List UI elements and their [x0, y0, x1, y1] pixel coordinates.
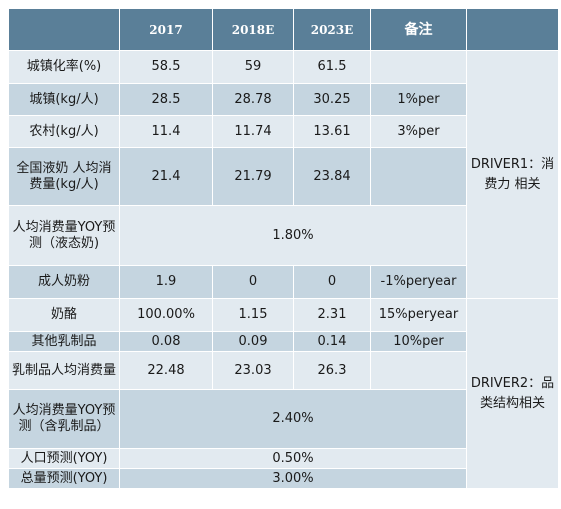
- row-label: 奶酪: [8, 298, 120, 332]
- row-label: 人均消费量YOY预测（液态奶): [8, 205, 120, 266]
- row-label: 其他乳制品: [8, 331, 120, 352]
- cell-2023e: 23.84: [293, 147, 371, 206]
- cell-2023e: 26.3: [293, 351, 371, 390]
- row-label: 全国液奶 人均消费量(kg/人): [8, 147, 120, 206]
- merged-value: 2.40%: [119, 389, 467, 449]
- cell-note: [370, 50, 467, 84]
- header-2018e: 2018E: [212, 8, 294, 51]
- table-row: 人口预测(YOY) 0.50%: [8, 448, 559, 469]
- header-blank: [8, 8, 120, 51]
- table-row: 城镇化率(%) 58.5 59 61.5 DRIVER1：消费力 相关: [8, 50, 559, 299]
- merged-value: 0.50%: [119, 448, 467, 469]
- cell-note: [370, 147, 467, 206]
- row-label: 人口预测(YOY): [8, 448, 120, 469]
- row-label: 城镇(kg/人): [8, 83, 120, 116]
- cell-2017: 1.9: [119, 265, 213, 299]
- cell-2023e: 30.25: [293, 83, 371, 116]
- cell-2017: 22.48: [119, 351, 213, 390]
- cell-2018e: 11.74: [212, 115, 294, 148]
- cell-2018e: 28.78: [212, 83, 294, 116]
- cell-note: 1%per: [370, 83, 467, 116]
- merged-value: 1.80%: [119, 205, 467, 266]
- table-row: 总量预测(YOY) 3.00%: [8, 468, 559, 489]
- row-label: 乳制品人均消费量: [8, 351, 120, 390]
- header-row: 2017 2018E 2023E 备注: [8, 8, 559, 51]
- header-2017: 2017: [119, 8, 213, 51]
- cell-2018e: 0: [212, 265, 294, 299]
- cell-2017: 21.4: [119, 147, 213, 206]
- cell-2017: 28.5: [119, 83, 213, 116]
- cell-2017: 11.4: [119, 115, 213, 148]
- row-label: 人均消费量YOY预测（含乳制品）: [8, 389, 120, 449]
- cell-2017: 100.00%: [119, 298, 213, 332]
- merged-value: 3.00%: [119, 468, 467, 489]
- cell-2017: 58.5: [119, 50, 213, 84]
- cell-2017: 0.08: [119, 331, 213, 352]
- header-driver: [466, 8, 559, 51]
- row-label: 总量预测(YOY): [8, 468, 120, 489]
- cell-note: -1%peryear: [370, 265, 467, 299]
- cell-2023e: 61.5: [293, 50, 371, 84]
- cell-note: 15%peryear: [370, 298, 467, 332]
- cell-2018e: 0.09: [212, 331, 294, 352]
- cell-2018e: 21.79: [212, 147, 294, 206]
- header-2023e: 2023E: [293, 8, 371, 51]
- cell-2023e: 0.14: [293, 331, 371, 352]
- cell-note: 10%per: [370, 331, 467, 352]
- row-label: 农村(kg/人): [8, 115, 120, 148]
- cell-note: 3%per: [370, 115, 467, 148]
- cell-2023e: 2.31: [293, 298, 371, 332]
- cell-2018e: 23.03: [212, 351, 294, 390]
- table-row: 农村(kg/人) 11.4 11.74 13.61 3%per: [8, 115, 559, 148]
- header-note: 备注: [370, 8, 467, 51]
- driver2-label: DRIVER2：品类结构相关: [466, 298, 559, 489]
- dairy-forecast-table: 2017 2018E 2023E 备注 城镇化率(%) 58.5 59 61.5…: [8, 8, 559, 489]
- table-row: 奶酪 100.00% 1.15 2.31 15%peryear DRIVER2：…: [8, 298, 559, 489]
- forecast-table-container: 2017 2018E 2023E 备注 城镇化率(%) 58.5 59 61.5…: [8, 8, 559, 489]
- cell-2023e: 13.61: [293, 115, 371, 148]
- cell-2023e: 0: [293, 265, 371, 299]
- cell-2018e: 59: [212, 50, 294, 84]
- row-label: 成人奶粉: [8, 265, 120, 299]
- cell-2018e: 1.15: [212, 298, 294, 332]
- row-label: 城镇化率(%): [8, 50, 120, 84]
- cell-note: [370, 351, 467, 390]
- driver1-label: DRIVER1：消费力 相关: [466, 50, 559, 299]
